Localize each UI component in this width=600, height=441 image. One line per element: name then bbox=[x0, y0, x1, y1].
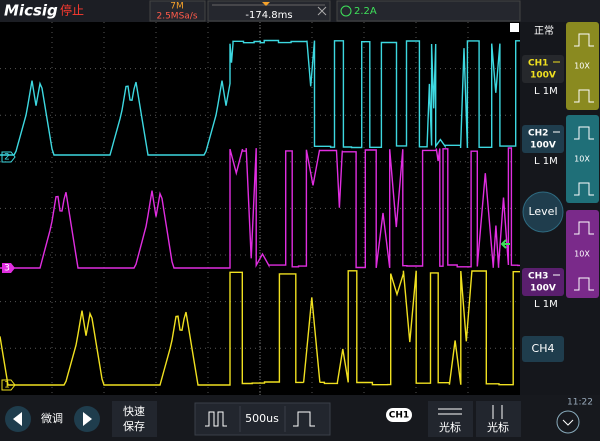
brand: Micsig bbox=[4, 2, 58, 20]
zoom-out-icon[interactable] bbox=[205, 411, 227, 427]
channel-scale: 100V bbox=[530, 141, 556, 151]
level-button[interactable] bbox=[522, 191, 564, 233]
ch3-marker-label: 3 bbox=[4, 264, 10, 274]
menu-down-button[interactable] bbox=[556, 410, 580, 434]
zoom-in-icon[interactable] bbox=[293, 411, 315, 427]
channel-strip[interactable] bbox=[566, 115, 599, 203]
sample-rate: 2.5MSa/s bbox=[156, 12, 197, 22]
cursor-channel: CH1 bbox=[389, 411, 409, 421]
fine-label: 微调 bbox=[41, 411, 63, 425]
coupling-icon bbox=[574, 221, 594, 235]
ch4-button[interactable] bbox=[522, 336, 564, 362]
probe-ratio: 10X bbox=[574, 62, 590, 71]
save-label-1: 快速 bbox=[123, 405, 145, 418]
level-label: Level bbox=[528, 205, 557, 218]
menu-down-icon bbox=[562, 419, 574, 426]
channel-name: CH3 bbox=[528, 272, 548, 282]
channel-impedance: L 1M bbox=[534, 299, 558, 310]
channel-scale: 100V bbox=[530, 284, 556, 294]
coupling-icon bbox=[574, 277, 594, 291]
prev-icon bbox=[13, 412, 22, 426]
coupling-icon bbox=[574, 89, 594, 103]
ch2-marker[interactable] bbox=[1, 151, 16, 163]
save-label-2: 保存 bbox=[123, 419, 145, 433]
waveforms bbox=[0, 39, 532, 386]
acq-mode[interactable]: 正常 bbox=[534, 24, 554, 37]
cursor-2-button[interactable] bbox=[476, 401, 521, 437]
coupling-icon bbox=[574, 126, 594, 140]
channel-name: CH2 bbox=[528, 129, 548, 139]
probe-ratio: 10X bbox=[574, 250, 590, 259]
memory-depth: 7M bbox=[170, 2, 184, 12]
save-button[interactable] bbox=[112, 401, 157, 437]
cursor-2-label: 光标 bbox=[487, 420, 509, 434]
channel-impedance: L 1M bbox=[534, 156, 558, 167]
cursor-channel-badge[interactable] bbox=[386, 408, 412, 422]
timebase: 500us bbox=[245, 412, 279, 425]
channel-strip[interactable] bbox=[566, 210, 599, 298]
channel-strip[interactable] bbox=[566, 22, 599, 110]
close-icon[interactable] bbox=[317, 6, 327, 16]
waveform bbox=[0, 270, 528, 386]
coupling-icon bbox=[574, 33, 594, 47]
acq-box[interactable] bbox=[149, 0, 206, 22]
run-status[interactable]: 停止 bbox=[60, 3, 84, 18]
ch4-label: CH4 bbox=[532, 342, 555, 355]
cursor-1-label: 光标 bbox=[439, 420, 461, 434]
trigger-arrow bbox=[500, 239, 510, 249]
ch2-marker-label: 2 bbox=[4, 153, 10, 163]
next-icon bbox=[83, 412, 92, 426]
trigger-delay: -174.8ms bbox=[245, 10, 292, 21]
ch3-marker[interactable] bbox=[2, 263, 15, 273]
trigger-level: 2.2A bbox=[354, 6, 377, 17]
ch1-marker[interactable] bbox=[1, 379, 16, 391]
trigger-pos bbox=[262, 2, 270, 6]
menu-icon[interactable] bbox=[510, 23, 519, 32]
trigger-icon bbox=[340, 5, 352, 17]
trigger-box[interactable] bbox=[336, 0, 521, 22]
channel-impedance: L 1M bbox=[534, 86, 558, 97]
delay-box[interactable] bbox=[207, 0, 331, 22]
cursor-1-button[interactable] bbox=[428, 401, 473, 437]
cursor-1-icon bbox=[438, 408, 462, 415]
cursor-2-icon bbox=[492, 405, 503, 419]
waveform bbox=[0, 147, 527, 269]
ch1-marker-label: 1 bbox=[4, 381, 10, 391]
channel-name: CH1 bbox=[528, 59, 548, 69]
coupling-icon bbox=[574, 182, 594, 196]
channel-scale: 100V bbox=[530, 71, 556, 81]
waveform bbox=[0, 39, 532, 156]
grid bbox=[0, 22, 520, 395]
clock: 11:22 bbox=[567, 398, 593, 408]
probe-ratio: 10X bbox=[574, 155, 590, 164]
dividers bbox=[239, 406, 286, 432]
